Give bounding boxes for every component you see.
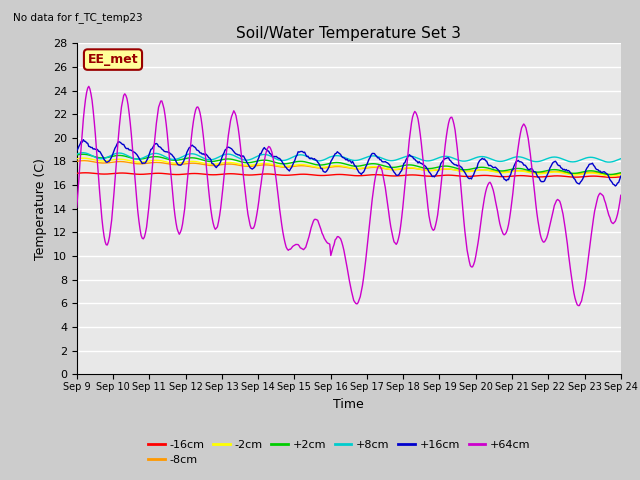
Y-axis label: Temperature (C): Temperature (C) <box>35 158 47 260</box>
Title: Soil/Water Temperature Set 3: Soil/Water Temperature Set 3 <box>236 25 461 41</box>
X-axis label: Time: Time <box>333 397 364 410</box>
Text: EE_met: EE_met <box>88 53 138 66</box>
Text: No data for f_TC_temp23: No data for f_TC_temp23 <box>13 12 143 23</box>
Legend: -16cm, -8cm, -2cm, +2cm, +8cm, +16cm, +64cm: -16cm, -8cm, -2cm, +2cm, +8cm, +16cm, +6… <box>144 435 534 469</box>
